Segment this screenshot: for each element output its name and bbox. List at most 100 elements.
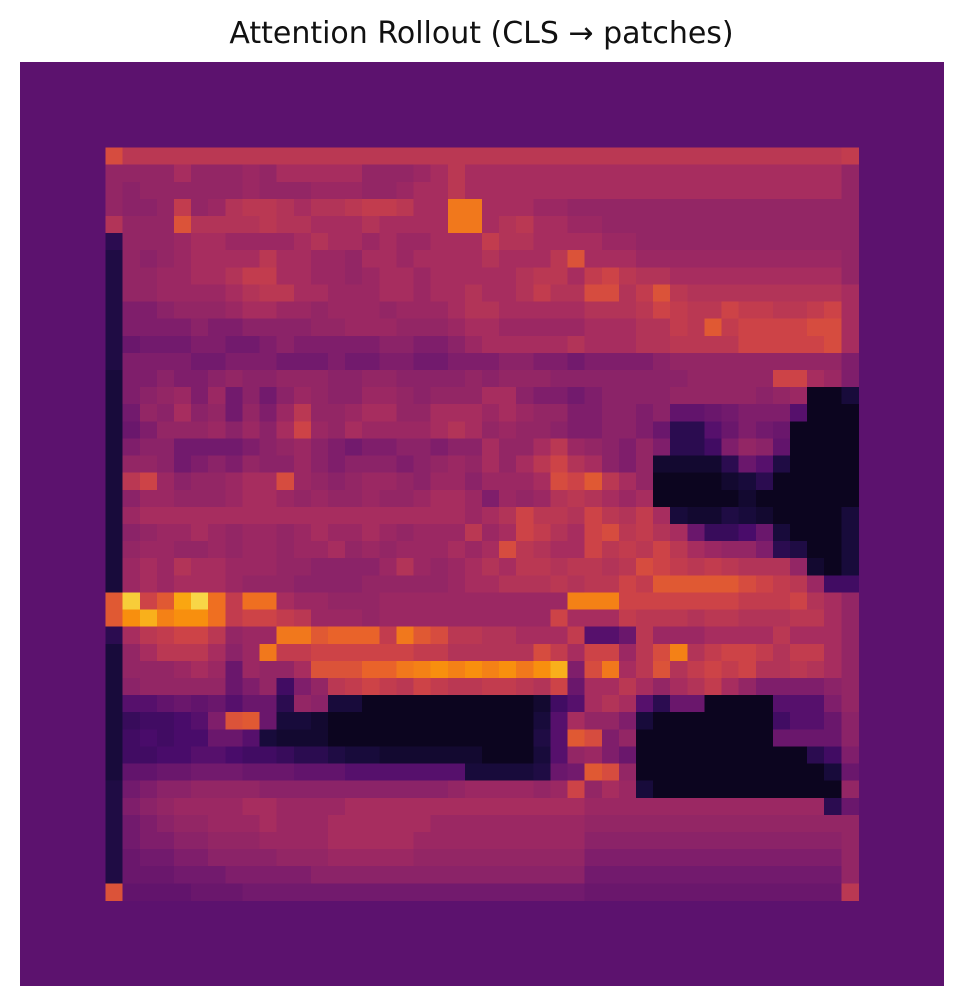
- heatmap-cell: [533, 489, 551, 508]
- heatmap-cell: [413, 250, 432, 268]
- heatmap-cell: [464, 626, 483, 645]
- heatmap-cell: [225, 404, 243, 422]
- heatmap-cell: [499, 746, 517, 765]
- heatmap-cell: [755, 814, 774, 833]
- heatmap-cell: [807, 814, 825, 833]
- heatmap-cell: [670, 763, 688, 782]
- heatmap-cell: [618, 609, 637, 628]
- heatmap-cell: [156, 472, 175, 491]
- heatmap-cell: [362, 438, 380, 457]
- heatmap-cell: [550, 335, 569, 354]
- heatmap-cell: [567, 832, 586, 850]
- heatmap-cell: [618, 164, 637, 183]
- heatmap-cell: [464, 216, 483, 234]
- heatmap-cell: [721, 660, 740, 679]
- heatmap-cell: [430, 387, 449, 405]
- heatmap-cell: [807, 472, 825, 491]
- heatmap-cell: [379, 592, 397, 611]
- heatmap-cell: [807, 438, 825, 457]
- heatmap-cell: [345, 318, 363, 337]
- heatmap-cell: [653, 472, 671, 491]
- heatmap-cell: [362, 301, 380, 320]
- heatmap-cell: [310, 301, 329, 320]
- heatmap-cell: [413, 472, 432, 491]
- heatmap-cell: [533, 284, 551, 303]
- heatmap-cell: [499, 352, 517, 371]
- heatmap-cell: [328, 832, 346, 850]
- heatmap-cell: [105, 695, 124, 713]
- heatmap-cell: [567, 216, 586, 234]
- heatmap-cell: [156, 404, 175, 422]
- heatmap-cell: [328, 216, 346, 234]
- heatmap-cell: [174, 216, 192, 234]
- heatmap-cell: [156, 352, 175, 371]
- heatmap-cell: [208, 301, 226, 320]
- heatmap-cell: [396, 866, 415, 884]
- heatmap-cell: [225, 558, 243, 576]
- heatmap-cell: [447, 797, 466, 816]
- heatmap-cell: [379, 849, 397, 867]
- heatmap-cell: [482, 250, 500, 268]
- heatmap-cell: [379, 780, 397, 799]
- heatmap-cell: [841, 592, 859, 611]
- heatmap-cell: [413, 352, 432, 371]
- heatmap-cell: [328, 592, 346, 611]
- heatmap-cell: [174, 678, 192, 696]
- heatmap-cell: [841, 489, 859, 508]
- heatmap-cell: [670, 421, 688, 439]
- heatmap-cell: [328, 643, 346, 662]
- heatmap-cell: [670, 370, 688, 388]
- heatmap-cell: [755, 421, 774, 439]
- heatmap-cell: [653, 404, 671, 422]
- heatmap-cell: [430, 301, 449, 320]
- heatmap-cell: [310, 404, 329, 422]
- heatmap-cell: [653, 455, 671, 474]
- heatmap-cell: [807, 216, 825, 234]
- heatmap-cell: [105, 814, 124, 833]
- heatmap-cell: [601, 712, 620, 730]
- heatmap-cell: [276, 832, 295, 850]
- heatmap-cell: [584, 164, 603, 183]
- heatmap-cell: [618, 849, 637, 867]
- heatmap-cell: [670, 883, 688, 901]
- heatmap-cell: [259, 335, 278, 354]
- heatmap-cell: [807, 198, 825, 217]
- heatmap-cell: [704, 370, 723, 388]
- heatmap-cell: [464, 763, 483, 782]
- heatmap-cell: [738, 541, 757, 559]
- heatmap-cell: [122, 797, 141, 816]
- heatmap-cell: [122, 335, 141, 354]
- heatmap-cell: [841, 626, 859, 645]
- heatmap-cell: [122, 489, 141, 508]
- heatmap-cell: [670, 438, 688, 457]
- heatmap-cell: [790, 814, 808, 833]
- heatmap-cell: [464, 592, 483, 611]
- heatmap-cell: [379, 883, 397, 901]
- heatmap-cell: [225, 695, 243, 713]
- heatmap-cell: [328, 797, 346, 816]
- heatmap-cell: [191, 678, 209, 696]
- heatmap-cell: [208, 147, 226, 166]
- heatmap-cell: [584, 404, 603, 422]
- heatmap-cell: [105, 216, 124, 234]
- heatmap-cell: [533, 335, 551, 354]
- heatmap-cell: [345, 814, 363, 833]
- heatmap-cell: [653, 746, 671, 765]
- heatmap-cell: [362, 609, 380, 628]
- heatmap-cell: [310, 216, 329, 234]
- heatmap-cell: [824, 866, 842, 884]
- heatmap-cell: [704, 438, 723, 457]
- heatmap-cell: [396, 472, 415, 491]
- heatmap-cell: [328, 164, 346, 183]
- heatmap-cell: [430, 814, 449, 833]
- heatmap-cell: [755, 147, 774, 166]
- heatmap-cell: [293, 832, 312, 850]
- heatmap-cell: [430, 164, 449, 183]
- heatmap-cell: [567, 506, 586, 525]
- heatmap-cell: [482, 489, 500, 508]
- heatmap-cell: [242, 695, 261, 713]
- heatmap-cell: [156, 216, 175, 234]
- heatmap-cell: [208, 609, 226, 628]
- heatmap-cell: [721, 506, 740, 525]
- heatmap-cell: [242, 164, 261, 183]
